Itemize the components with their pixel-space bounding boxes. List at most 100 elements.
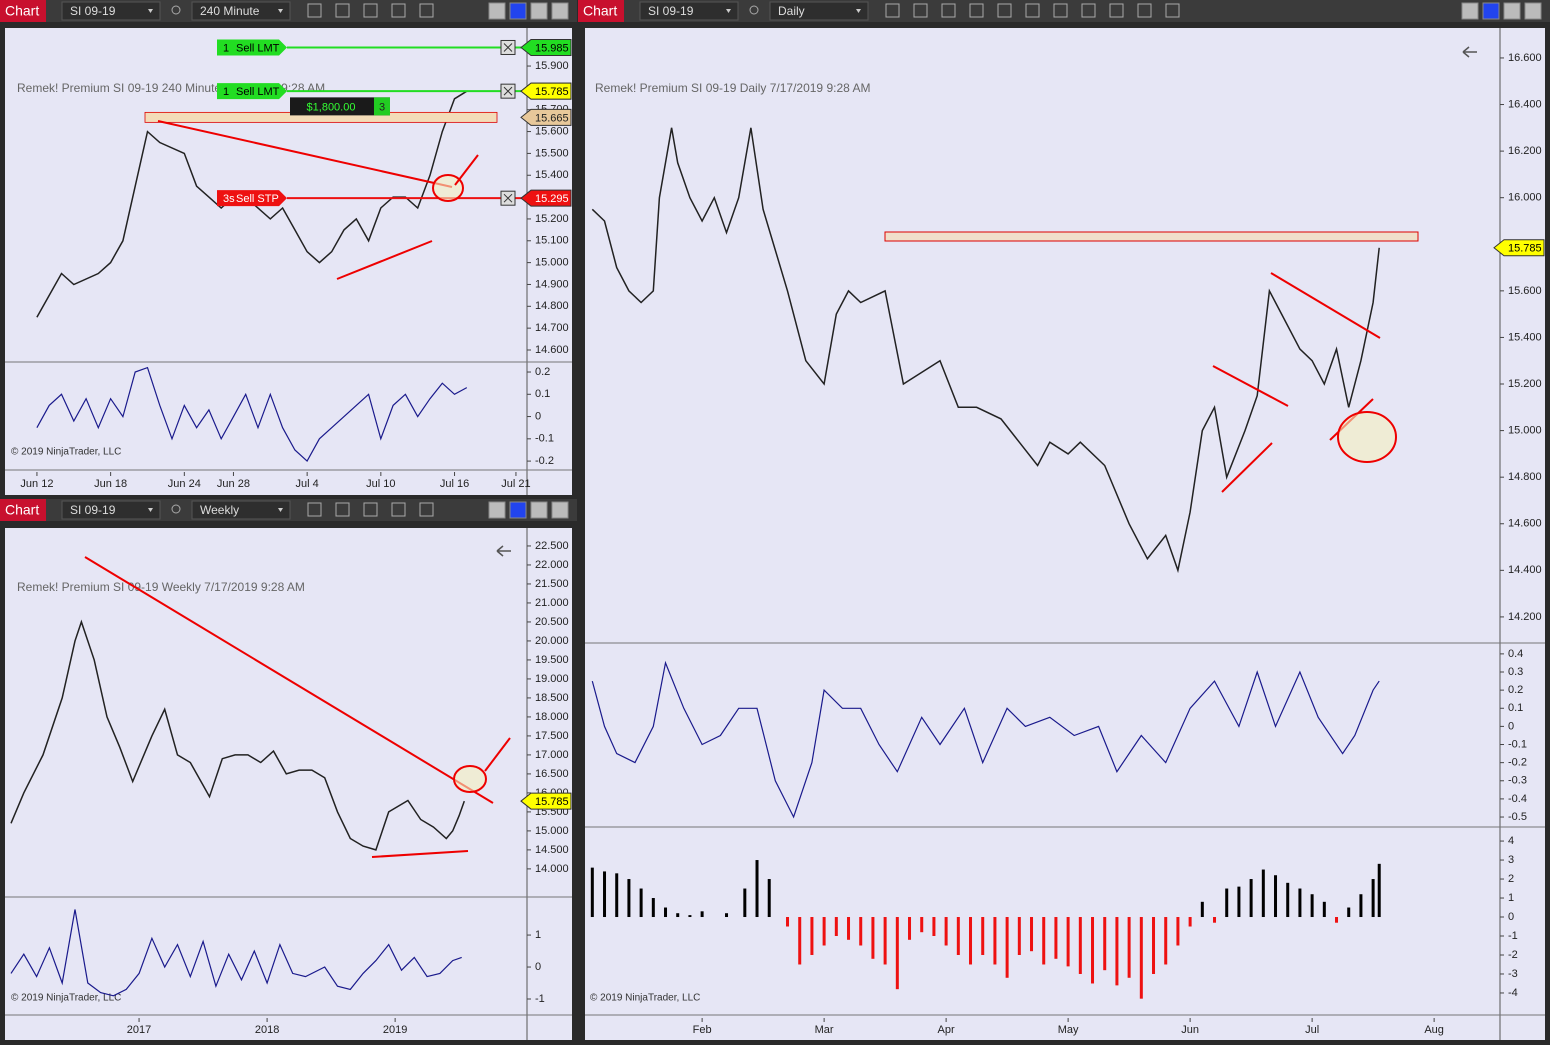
window-button[interactable]	[488, 2, 506, 20]
window-button[interactable]	[509, 2, 527, 20]
instrument-dropdown[interactable]	[61, 1, 161, 21]
y-tick-label: 17.000	[535, 749, 569, 761]
histogram-bar	[1017, 917, 1021, 955]
interval-dropdown[interactable]	[769, 1, 869, 21]
histogram-bar	[743, 888, 747, 918]
search-icon[interactable]	[749, 5, 759, 15]
toolbar: Chart SI 09-19 Daily	[578, 0, 1550, 22]
position-tag-label: 15.665	[535, 112, 569, 124]
window-button[interactable]	[1482, 2, 1500, 20]
window-button[interactable]	[530, 2, 548, 20]
tool-icon[interactable]	[941, 3, 956, 18]
search-icon[interactable]	[171, 5, 181, 15]
histogram-bar	[895, 917, 899, 990]
tool-icon[interactable]	[1137, 3, 1152, 18]
histogram-bar	[1322, 901, 1326, 918]
trend-line	[1221, 442, 1273, 493]
tool-icon[interactable]	[1025, 3, 1040, 18]
x-tick-label: Jun 24	[168, 478, 201, 490]
order-label-box[interactable]	[217, 39, 287, 56]
trend-line	[157, 120, 453, 188]
y-tick-label: 14.000	[535, 863, 569, 875]
dropdown-arrow	[148, 9, 153, 13]
tool-icon[interactable]	[363, 502, 378, 517]
tool-icon[interactable]	[885, 3, 900, 18]
y-tick-label: 0.2	[1508, 684, 1523, 696]
back-arrow[interactable]	[1462, 46, 1477, 58]
interval-label: Weekly	[200, 503, 239, 517]
window-button[interactable]	[551, 501, 569, 519]
resistance-zone	[884, 231, 1419, 242]
tool-icon[interactable]	[335, 502, 350, 517]
tool-icon[interactable]	[997, 3, 1012, 18]
histogram-bar	[1310, 894, 1314, 918]
histogram-bar	[1225, 888, 1229, 918]
copyright: © 2019 NinjaTrader, LLC	[11, 447, 121, 458]
y-tick-label: -4	[1508, 987, 1518, 999]
y-tick-label: 18.500	[535, 692, 569, 704]
histogram-bar	[847, 917, 851, 940]
y-tick-label: 15.600	[535, 125, 569, 137]
order-qty: 1	[223, 42, 229, 54]
tool-icon[interactable]	[1053, 3, 1068, 18]
y-tick-label: 0.3	[1508, 666, 1523, 678]
histogram-bar	[1286, 882, 1290, 918]
tool-icon[interactable]	[913, 3, 928, 18]
tool-icon[interactable]	[307, 3, 322, 18]
order-label-box[interactable]	[217, 190, 287, 207]
trend-line	[1212, 365, 1289, 407]
histogram-bar	[1371, 879, 1375, 918]
histogram-bar	[1066, 917, 1070, 967]
interval-dropdown[interactable]	[191, 1, 291, 21]
window-button[interactable]	[1503, 2, 1521, 20]
tool-icon[interactable]	[1165, 3, 1180, 18]
last-price-tag	[520, 792, 572, 810]
order-label: Sell STP	[236, 193, 279, 205]
window-button[interactable]	[530, 501, 548, 519]
y-tick-label: 14.600	[1508, 518, 1542, 530]
trend-line	[336, 240, 433, 280]
window-button[interactable]	[488, 501, 506, 519]
dropdown-arrow	[726, 9, 731, 13]
histogram-bar	[1176, 917, 1180, 946]
tool-icon[interactable]	[969, 3, 984, 18]
histogram-bar	[883, 917, 887, 965]
tool-icon[interactable]	[335, 3, 350, 18]
x-tick-label: Jun 18	[94, 478, 127, 490]
tool-icon[interactable]	[1081, 3, 1096, 18]
last-price-tag-label: 15.785	[535, 796, 569, 808]
histogram-bar	[956, 917, 960, 955]
x-tick-label: Mar	[815, 1024, 834, 1036]
chart-tab-label: Chart	[583, 3, 617, 19]
histogram-bar	[810, 917, 814, 955]
window-button[interactable]	[509, 501, 527, 519]
tool-icon[interactable]	[363, 3, 378, 18]
interval-dropdown[interactable]	[191, 500, 291, 520]
histogram-bar	[944, 917, 948, 946]
y-tick-label: 14.800	[535, 300, 569, 312]
tool-icon[interactable]	[419, 502, 434, 517]
search-icon[interactable]	[171, 504, 181, 514]
tool-icon[interactable]	[1109, 3, 1124, 18]
window-button[interactable]	[1524, 2, 1542, 20]
y-tick-label: 15.200	[1508, 378, 1542, 390]
histogram-bar	[822, 917, 826, 946]
y-tick-label: 4	[1508, 835, 1514, 847]
instrument-dropdown[interactable]	[61, 500, 161, 520]
instrument-dropdown[interactable]	[639, 1, 739, 21]
y-tick-label: 0.4	[1508, 648, 1523, 660]
tool-icon[interactable]	[419, 3, 434, 18]
window-button[interactable]	[551, 2, 569, 20]
back-arrow[interactable]	[496, 545, 511, 557]
histogram-bar	[871, 917, 875, 959]
histogram-bar	[700, 911, 704, 918]
tool-icon[interactable]	[391, 3, 406, 18]
y-tick-label: -1	[1508, 930, 1518, 942]
order-label-box[interactable]	[217, 83, 287, 100]
y-tick-label: -0.2	[1508, 757, 1527, 769]
window-button[interactable]	[1461, 2, 1479, 20]
tool-icon[interactable]	[391, 502, 406, 517]
x-tick-label: 2017	[127, 1024, 151, 1036]
y-tick-label: -0.5	[1508, 811, 1527, 823]
tool-icon[interactable]	[307, 502, 322, 517]
